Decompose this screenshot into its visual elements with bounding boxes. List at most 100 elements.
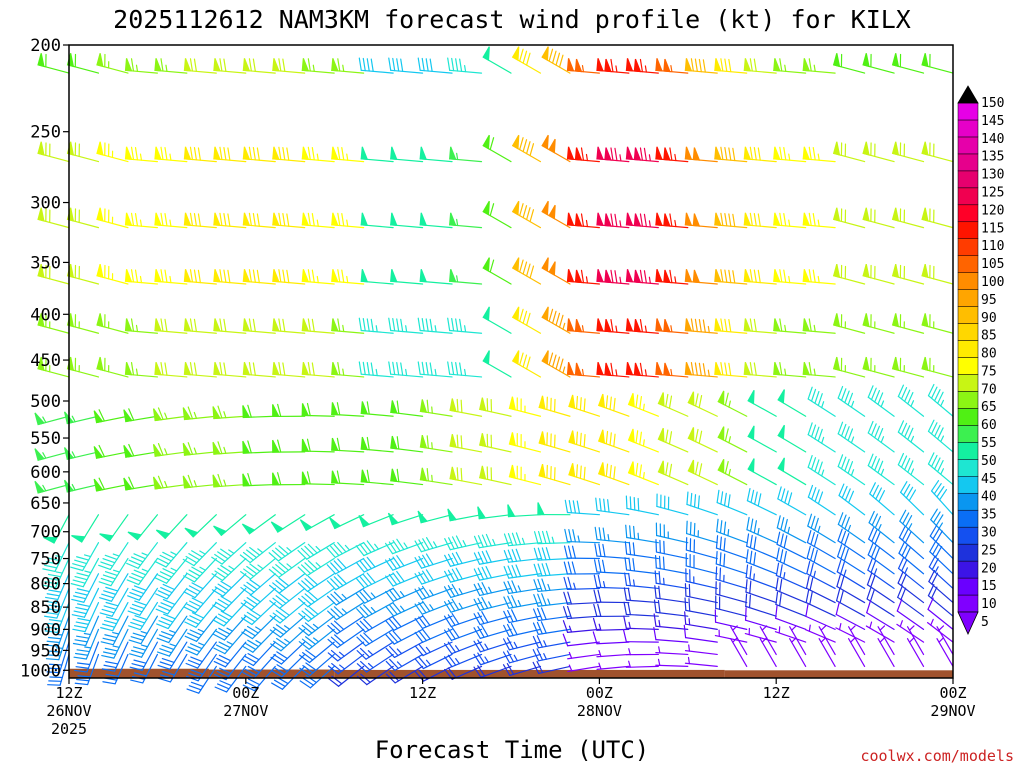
barb-feather xyxy=(477,551,485,565)
barb-feather xyxy=(307,318,311,332)
barb-flag xyxy=(625,361,634,376)
barb-feather xyxy=(776,531,781,545)
barb-feather xyxy=(159,648,173,654)
barb-half-feather xyxy=(513,654,518,662)
barb-feather xyxy=(593,559,598,573)
barb-feather xyxy=(273,666,286,675)
wind-barb xyxy=(449,269,483,285)
barb-feather xyxy=(757,147,761,161)
barb-feather xyxy=(749,362,753,376)
barb-feather xyxy=(668,395,673,409)
barb-half-feather xyxy=(492,538,496,546)
barb-feather xyxy=(533,531,539,545)
barb-flag xyxy=(96,141,104,156)
barb-half-feather xyxy=(71,451,76,458)
wind-barb xyxy=(714,361,748,378)
barb-feather xyxy=(779,269,783,283)
barb-feather xyxy=(847,461,854,474)
barb-half-feather xyxy=(648,220,651,228)
barb-feather xyxy=(214,601,227,610)
barb-feather xyxy=(129,666,143,671)
barb-shaft xyxy=(537,653,571,662)
barb-half-feather xyxy=(791,625,797,631)
barb-feather xyxy=(104,571,118,577)
barb-feather xyxy=(156,637,170,644)
barb-shaft xyxy=(869,493,895,516)
wind-barb xyxy=(102,653,129,685)
wind-barb xyxy=(832,356,866,378)
wind-barb xyxy=(299,653,335,676)
barb-shaft xyxy=(224,628,247,655)
barb-shaft xyxy=(392,573,424,587)
barb-feather xyxy=(105,586,119,592)
wind-barb xyxy=(388,361,424,378)
barb-flag xyxy=(96,53,104,68)
barb-feather xyxy=(363,632,374,643)
barb-feather xyxy=(749,565,752,580)
barb-flag xyxy=(684,318,693,332)
barb-half-feather xyxy=(938,637,945,643)
barb-feather xyxy=(503,566,510,579)
wind-barb xyxy=(745,593,777,617)
barb-feather xyxy=(341,269,345,283)
barb-flag xyxy=(331,402,339,416)
barb-half-feather xyxy=(164,412,168,420)
barb-feather xyxy=(98,581,112,587)
wind-barb xyxy=(511,350,542,378)
barb-half-feather xyxy=(342,64,345,72)
barb-feather xyxy=(46,626,60,630)
barb-feather xyxy=(418,571,427,584)
barb-feather xyxy=(244,655,257,664)
barb-flag xyxy=(714,361,722,376)
barb-feather xyxy=(503,533,510,547)
barb-feather xyxy=(777,486,782,500)
wind-barb xyxy=(390,435,424,453)
barb-feather xyxy=(388,573,398,586)
barb-feather xyxy=(622,629,627,643)
barb-half-feather xyxy=(642,439,645,447)
barb-feather xyxy=(247,653,260,661)
barb-feather xyxy=(753,147,757,161)
wind-barb xyxy=(716,489,748,516)
barb-feather xyxy=(753,536,757,550)
x-axis-title: Forecast Time (UTC) xyxy=(375,736,650,764)
barb-feather xyxy=(451,598,460,611)
barb-feather xyxy=(877,392,884,405)
barb-feather xyxy=(164,269,168,283)
barb-shaft xyxy=(596,538,630,544)
barb-feather xyxy=(188,553,201,561)
wind-barb xyxy=(625,269,659,285)
barb-shaft xyxy=(140,615,158,645)
barb-feather xyxy=(333,620,345,631)
barb-feather xyxy=(448,537,455,550)
barb-feather xyxy=(305,649,317,658)
barb-half-feather xyxy=(784,64,787,72)
barb-feather xyxy=(272,626,285,636)
barb-feather xyxy=(341,213,345,227)
wind-barb xyxy=(242,440,276,454)
barb-shaft xyxy=(684,637,718,643)
barb-feather xyxy=(130,362,135,376)
wind-barb xyxy=(685,552,718,575)
barb-feather xyxy=(935,514,944,527)
wind-barb xyxy=(154,557,188,584)
barb-feather xyxy=(519,137,524,151)
wind-barb xyxy=(891,207,925,229)
barb-feather xyxy=(134,147,139,161)
barb-feather xyxy=(592,631,598,645)
barb-feather xyxy=(219,318,223,332)
barb-feather xyxy=(330,578,340,589)
barb-flag xyxy=(596,318,604,332)
barb-feather xyxy=(183,606,197,614)
barb-half-feather xyxy=(820,637,827,643)
barb-flag xyxy=(832,53,841,68)
barb-feather xyxy=(219,362,223,376)
barb-feather xyxy=(217,613,231,621)
barb-flag xyxy=(537,502,545,516)
barb-feather xyxy=(847,428,854,442)
barb-shaft xyxy=(837,555,866,575)
barb-feather xyxy=(904,531,912,544)
wind-barb xyxy=(385,587,424,602)
wind-barb xyxy=(928,569,954,604)
barb-shaft xyxy=(335,587,365,606)
